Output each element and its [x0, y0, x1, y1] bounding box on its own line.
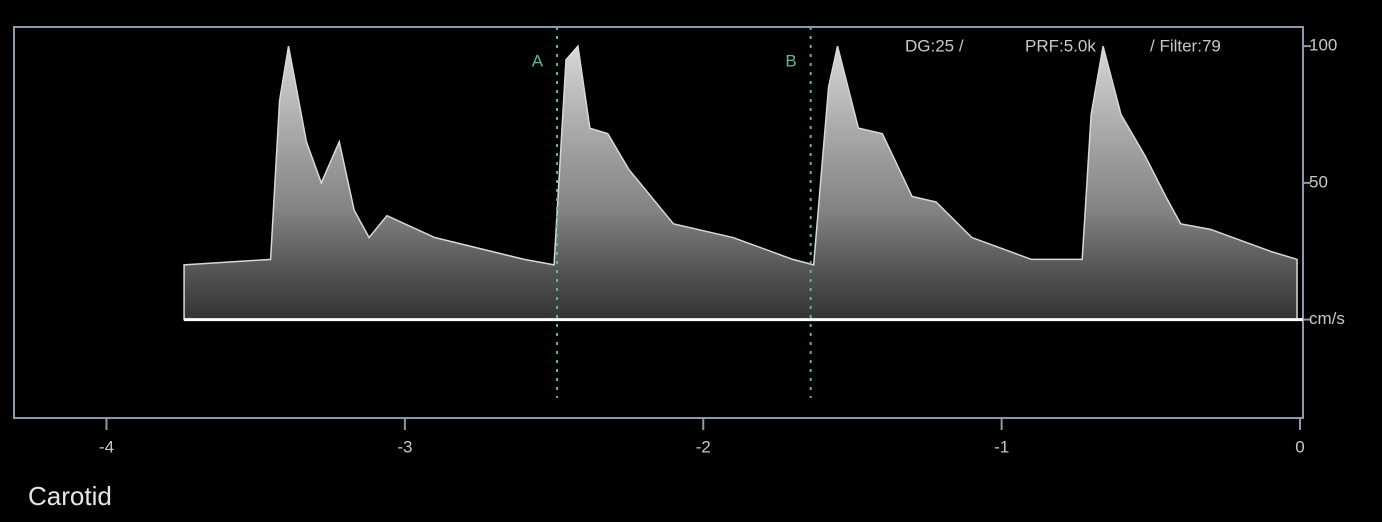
x-tick-label: -4: [99, 437, 114, 456]
y-tick-label: cm/s: [1309, 309, 1345, 328]
spectral-envelope: [183, 44, 1298, 321]
cursor-label: A: [532, 51, 544, 70]
x-tick-label: -3: [397, 437, 412, 456]
plot-frame: [13, 26, 1304, 419]
annotation: DG:25 /: [905, 36, 964, 55]
y-tick-label: 50: [1309, 172, 1328, 191]
y-tick-label: 100: [1309, 36, 1337, 55]
cursor-label: B: [785, 51, 796, 70]
annotation: / Filter:79: [1150, 36, 1221, 55]
annotation: PRF:5.0k: [1025, 36, 1096, 55]
x-tick-label: -1: [994, 437, 1009, 456]
x-tick-label: -2: [696, 437, 711, 456]
vessel-label: Carotid: [28, 481, 112, 511]
x-tick-label: 0: [1295, 437, 1304, 456]
